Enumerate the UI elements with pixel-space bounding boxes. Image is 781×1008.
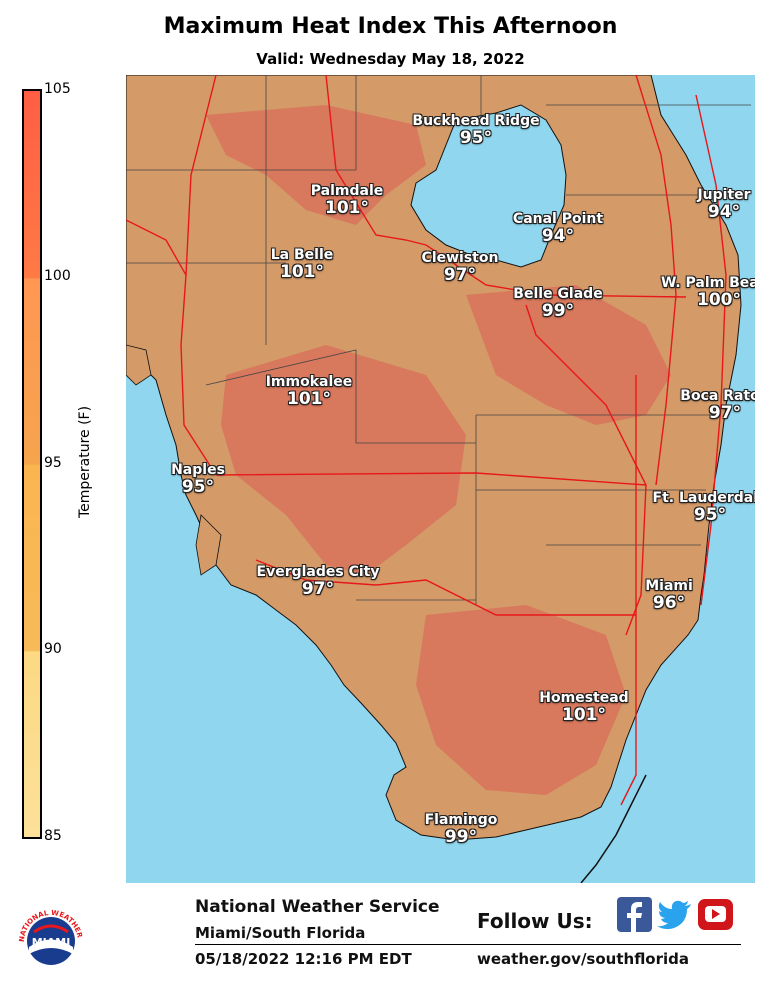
colorbar-tick-95: 95	[44, 455, 62, 471]
issue-timestamp: 05/18/2022 12:16 PM EDT	[195, 950, 412, 968]
office-url-link[interactable]: weather.gov/southflorida	[477, 950, 690, 968]
location-label: Miami 96°	[645, 578, 693, 613]
ten-thousand-islands	[195, 514, 222, 576]
location-label: Jupiter 94°	[697, 187, 751, 222]
hot-region-north	[206, 105, 426, 225]
location-label: Buckhead Ridge 95°	[412, 113, 540, 148]
location-label: Belle Glade 99°	[513, 286, 603, 321]
lake-okeechobee	[410, 104, 567, 268]
location-label: Boca Raton97°	[680, 388, 755, 423]
location-label: Homestead 101°	[539, 690, 629, 725]
colorbar-tick-100: 100	[44, 268, 71, 284]
map-title: Maximum Heat Index This Afternoon	[163, 14, 618, 39]
twitter-icon[interactable]	[657, 897, 692, 932]
county-borders	[126, 75, 751, 605]
follow-us-label: Follow Us:	[477, 909, 593, 933]
location-label: W. Palm Beach100°	[661, 275, 755, 310]
location-label: Immokalee 101°	[265, 374, 353, 409]
location-label: Flamingo 99°	[424, 812, 498, 847]
nws-logo[interactable]: MIAMI NATIONAL WEATHER SERVICE	[12, 902, 90, 980]
colorbar-tick-90: 90	[44, 641, 62, 657]
footer-divider	[195, 944, 741, 945]
location-label: Everglades City 97°	[256, 564, 380, 599]
heat-index-map: Buckhead Ridge 95° Palmdale 101° Canal Poi…	[126, 75, 755, 883]
location-label: Palmdale 101°	[310, 183, 384, 218]
facebook-icon[interactable]	[617, 897, 652, 932]
logo-text: MIAMI	[32, 936, 71, 949]
youtube-icon[interactable]	[698, 897, 733, 932]
florida-keys	[580, 774, 647, 883]
organization-name: National Weather Service	[195, 897, 440, 917]
hot-region-east	[466, 285, 671, 425]
colorbar-label: Temperature (F)	[77, 405, 93, 519]
florida-map-graphic	[126, 75, 751, 883]
location-label: Canal Point 94°	[512, 211, 604, 246]
colorbar-tick-85: 85	[44, 828, 62, 844]
office-name: Miami/South Florida	[195, 924, 366, 942]
colorbar-tick-105: 105	[44, 81, 71, 97]
location-label: La Belle 101°	[270, 247, 334, 282]
hot-region-south	[416, 605, 626, 795]
west-coast-islands	[126, 344, 152, 386]
valid-time-subtitle: Valid: Wednesday May 18, 2022	[256, 50, 525, 68]
hot-region-central	[221, 345, 466, 575]
highways	[126, 75, 727, 806]
location-label: Naples 95°	[171, 462, 225, 497]
location-label: Ft. Lauderdale95°	[652, 490, 755, 525]
temperature-colorbar	[22, 89, 42, 839]
location-label: Clewiston 97°	[421, 250, 499, 285]
